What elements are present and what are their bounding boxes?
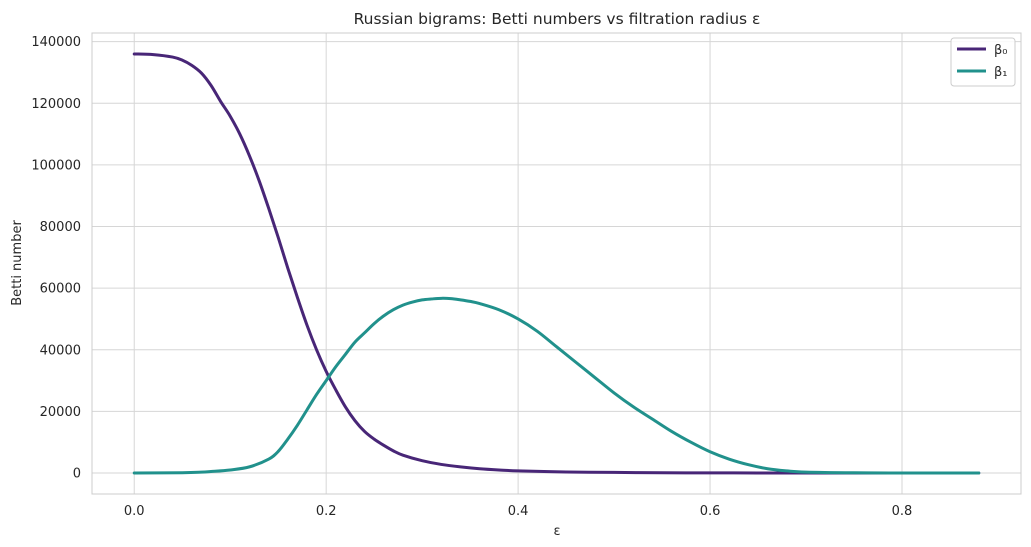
series-line-beta1 xyxy=(132,296,981,475)
y-tick-label: 120000 xyxy=(31,97,81,112)
x-tick-label: 0.2 xyxy=(316,504,337,519)
x-tick-label: 0.6 xyxy=(700,504,721,519)
x-tick-label: 0.0 xyxy=(124,504,145,519)
x-tick-label: 0.8 xyxy=(892,504,913,519)
legend-label: β₁ xyxy=(994,65,1008,80)
x-tick-label: 0.4 xyxy=(508,504,529,519)
plot-frame xyxy=(91,32,1022,495)
x-axis-label: ε xyxy=(553,524,560,539)
y-tick-label: 0 xyxy=(73,467,81,482)
y-axis-label: Betti number xyxy=(10,220,25,306)
grid xyxy=(92,33,1021,494)
y-tick-label: 20000 xyxy=(40,405,81,420)
y-tick-labels: 0 20000 40000 60000 80000 100000 120000 140000 xyxy=(31,35,81,481)
legend: β₀ β₁ xyxy=(950,37,1016,87)
legend-label: β₀ xyxy=(994,43,1008,58)
y-tick-label: 40000 xyxy=(40,343,81,358)
y-tick-label: 60000 xyxy=(40,282,81,297)
y-tick-label: 140000 xyxy=(31,35,81,50)
y-tick-label: 80000 xyxy=(40,220,81,235)
series-lines xyxy=(132,52,981,475)
chart-title: Russian bigrams: Betti numbers vs filtra… xyxy=(354,10,761,28)
x-tick-labels: 0.0 0.2 0.4 0.6 0.8 xyxy=(124,504,912,519)
series-line-beta0 xyxy=(132,52,981,475)
y-tick-label: 100000 xyxy=(31,158,81,173)
